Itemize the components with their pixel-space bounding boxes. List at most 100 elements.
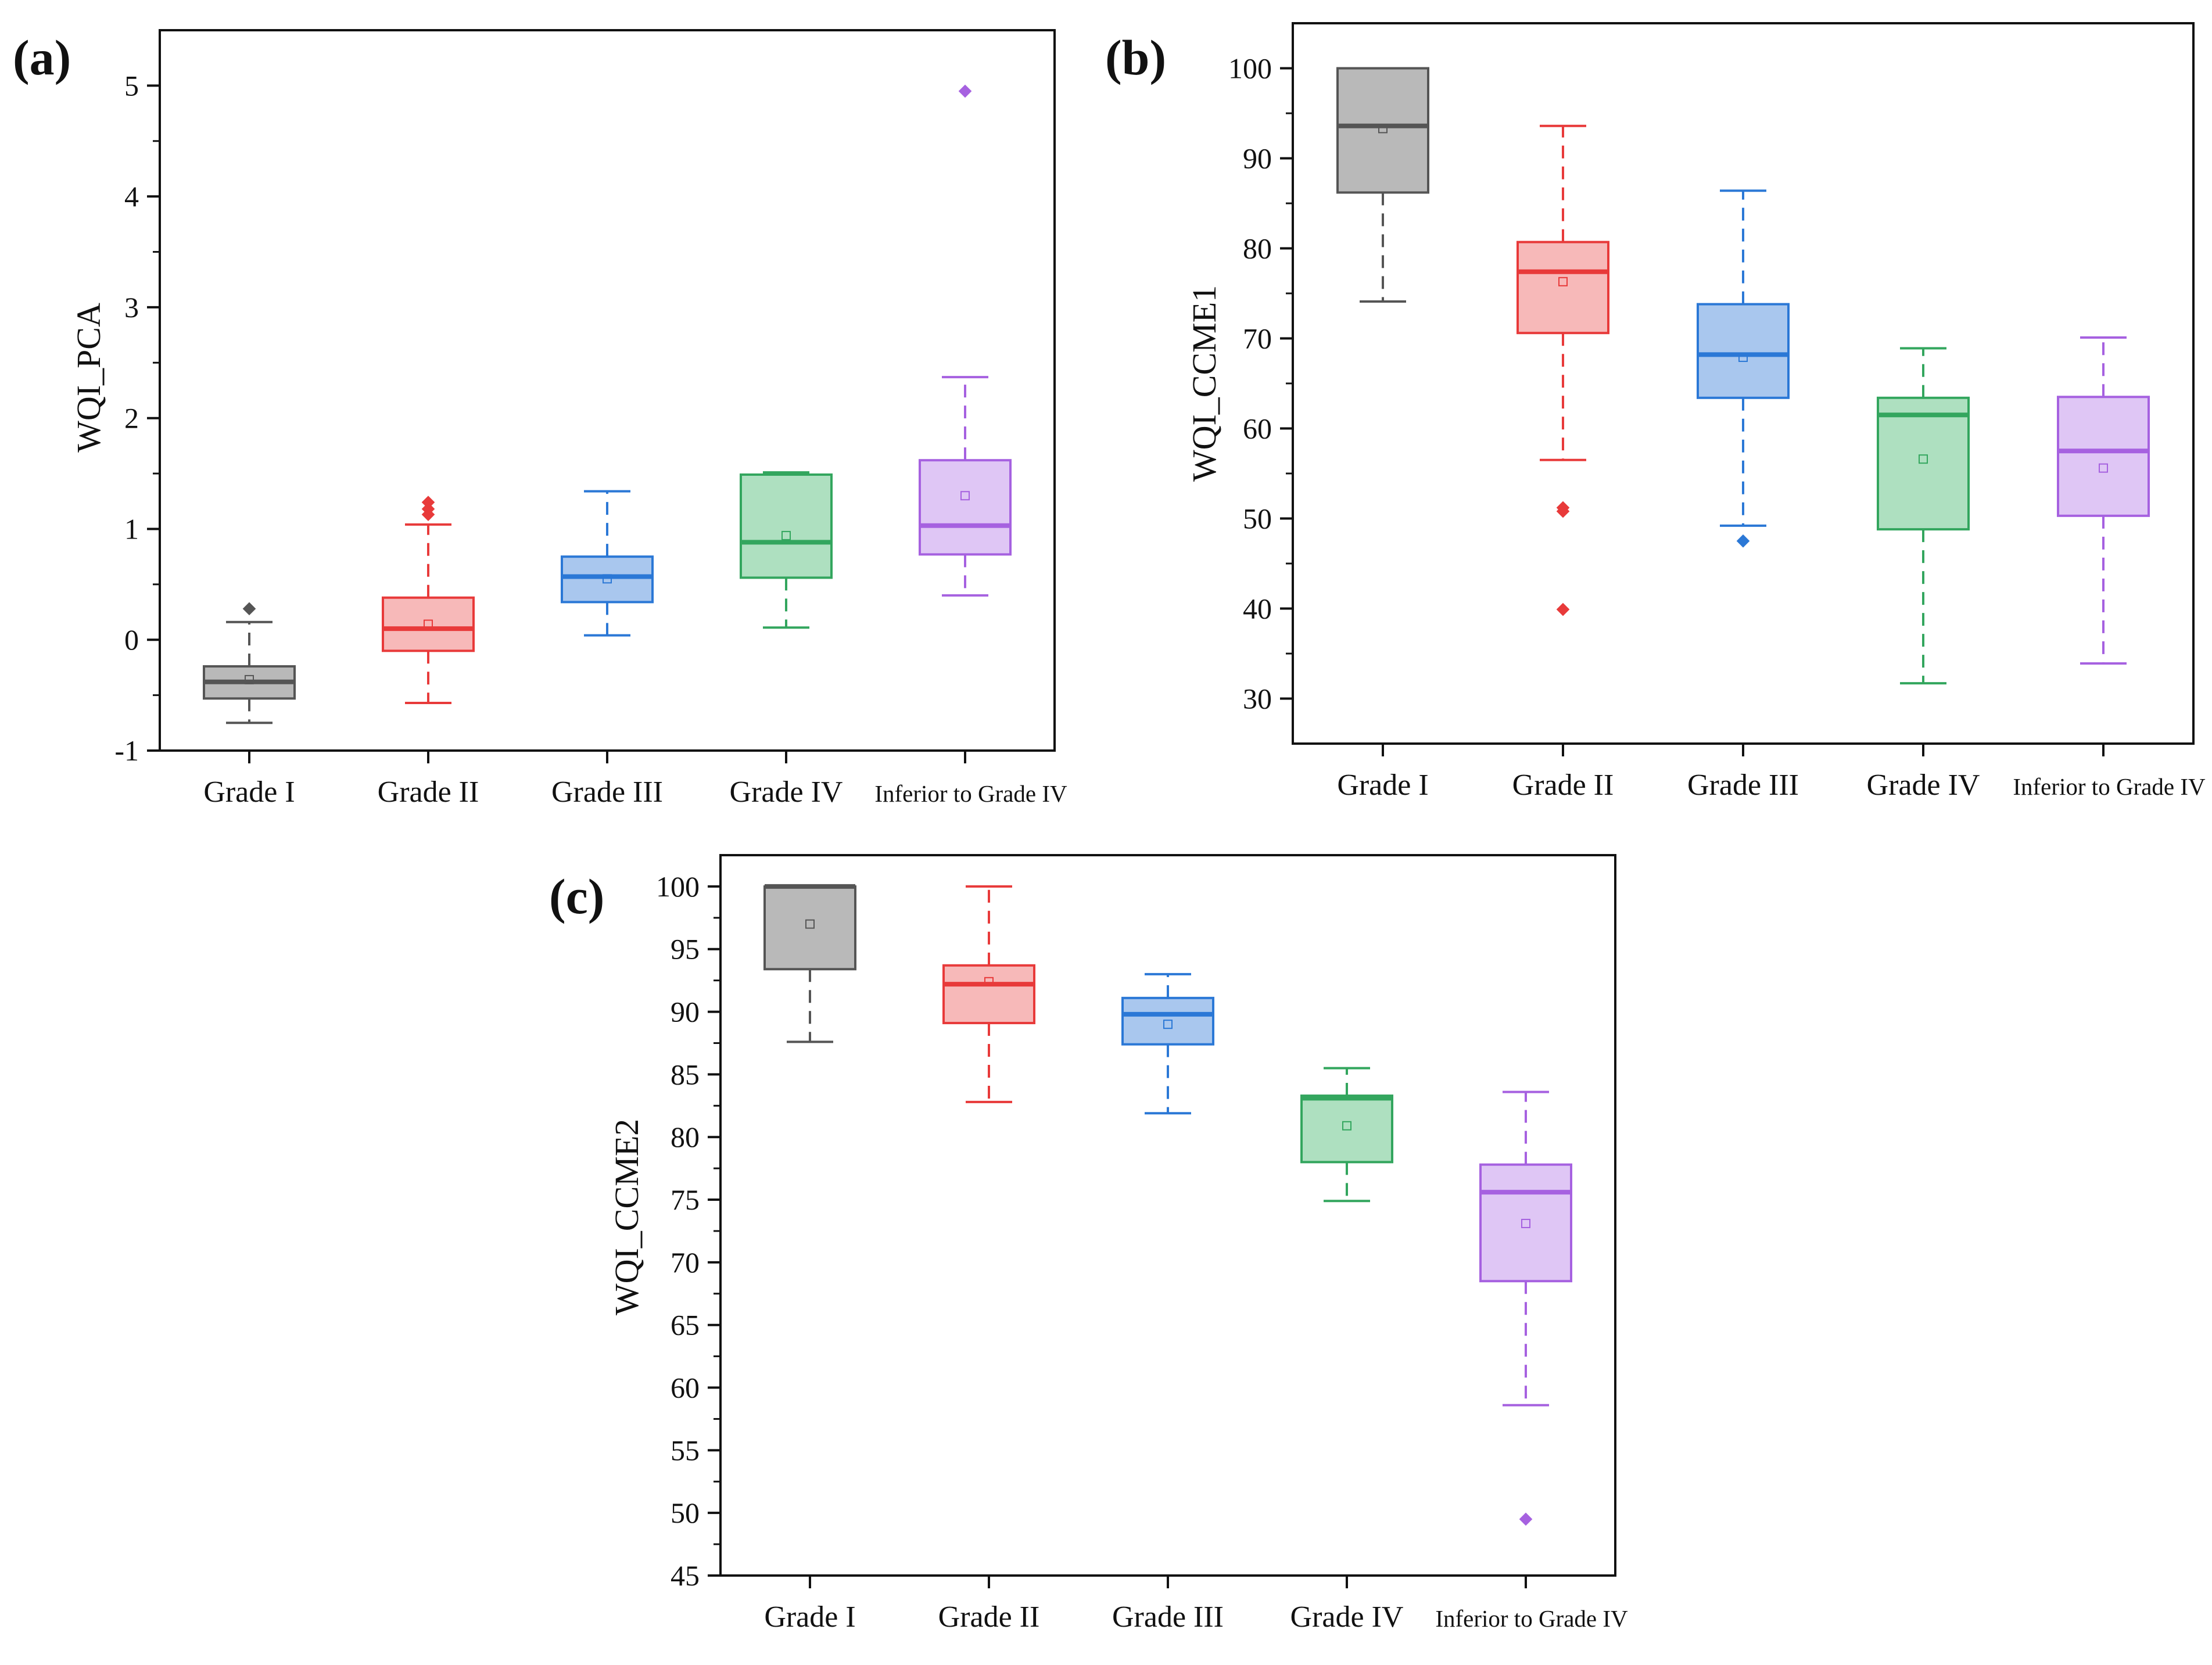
iqr-box: [1479, 1163, 1572, 1283]
mean-marker: [245, 674, 254, 684]
panel-b-y-tick-label: 70: [1243, 322, 1272, 355]
panel-b-box-grade-iii: [1697, 189, 1790, 548]
panel-a-x-tick-label-grade-i: Grade I: [203, 776, 295, 809]
panel-a-x-tick-label-grade-iii: Grade III: [551, 776, 663, 809]
mean-marker: [2099, 463, 2108, 473]
iqr-box: [1300, 1095, 1393, 1164]
panel-a-y-tick-label: 3: [124, 291, 139, 324]
panel-c-label: (c): [549, 869, 604, 924]
panel-b-y-tick-label: 30: [1243, 683, 1272, 715]
panel-b: (b) WQI_CCME1 30 40 50 60 70 80 90 100 Grade I Gr…: [1105, 22, 2206, 802]
panel-c-box-grade-iii: [1121, 973, 1214, 1115]
panel-b-x-tick-label-grade-i: Grade I: [1337, 769, 1428, 802]
mean-marker: [984, 977, 994, 986]
panel-c-x-tick-label-inferior-to-grade-iv: Inferior to Grade IV: [1435, 1605, 1628, 1632]
panel-b-y-tick-label: 100: [1228, 52, 1272, 85]
panel-c-x-tick-label-grade-iii: Grade III: [1112, 1601, 1224, 1634]
panel-a-box-grade-ii: [382, 496, 475, 704]
outlier-point: [242, 602, 256, 616]
panel-b-box-grade-ii: [1517, 124, 1609, 616]
panel-a-y-axis-label: WQI_PCA: [70, 303, 107, 453]
iqr-box: [740, 473, 833, 579]
panel-b-y-tick-label: 90: [1243, 142, 1272, 175]
panel-c-y-tick-label: 85: [671, 1058, 700, 1090]
panel-c-y-tick-label: 45: [671, 1559, 700, 1592]
mean-marker: [781, 530, 791, 540]
mean-marker: [1378, 124, 1388, 134]
iqr-box: [1121, 996, 1214, 1046]
iqr-box: [382, 596, 475, 652]
outlier-point: [421, 502, 435, 516]
panel-b-box-grade-i: [1336, 67, 1429, 303]
iqr-box: [919, 459, 1012, 556]
panel-b-x-tick-label-grade-iv: Grade IV: [1867, 769, 1980, 802]
panel-c-box-grade-iv: [1300, 1067, 1393, 1203]
panel-a-x-tick-label-inferior-to-grade-iv: Inferior to Grade IV: [874, 780, 1067, 807]
panel-a-label: (a): [13, 30, 71, 85]
iqr-box: [1697, 303, 1790, 399]
panel-a-box-grade-iii: [561, 490, 654, 637]
iqr-box: [1517, 241, 1609, 335]
panel-a-y-tick-label: 1: [124, 512, 139, 545]
panel-a-y-tick-label: 5: [124, 69, 139, 102]
panel-a-y-tick-label: -1: [114, 734, 139, 767]
panel-b-y-tick-label: 60: [1243, 412, 1272, 445]
panel-c-box-inferior-to-grade-iv: [1479, 1090, 1572, 1526]
panel-c-y-tick-label: 100: [656, 870, 700, 903]
panel-a-y-tick-label: 0: [124, 623, 139, 656]
panel-b-y-axis-label: WQI_CCME1: [1185, 285, 1223, 482]
mean-marker: [1919, 454, 1928, 464]
panel-c-x-tick-label-grade-ii: Grade II: [938, 1601, 1040, 1634]
panel-b-label: (b): [1105, 30, 1166, 85]
panel-a-box-grade-iv: [740, 471, 833, 629]
panel-b-x-tick-label-grade-iii: Grade III: [1687, 769, 1799, 802]
panel-c-x-tick-label-grade-iv: Grade IV: [1290, 1601, 1404, 1634]
iqr-box: [2057, 396, 2150, 517]
iqr-box: [561, 555, 654, 604]
mean-marker: [960, 491, 970, 501]
panel-b-box-inferior-to-grade-iv: [2057, 336, 2150, 665]
mean-marker: [1558, 277, 1568, 286]
mean-marker: [805, 919, 815, 929]
mean-marker: [1521, 1219, 1530, 1229]
mean-marker: [1342, 1121, 1351, 1131]
panel-c-y-tick-label: 50: [671, 1497, 700, 1529]
panel-c-y-tick-label: 60: [671, 1372, 700, 1404]
panel-b-x-tick-label-inferior-to-grade-iv: Inferior to Grade IV: [2013, 773, 2206, 800]
outlier-point: [1556, 501, 1570, 515]
panel-b-x-tick-label-grade-ii: Grade II: [1512, 769, 1614, 802]
panel-c-y-tick-label: 75: [671, 1183, 700, 1216]
mean-marker: [424, 619, 433, 629]
panel-c-y-axis-label: WQI_CCME2: [608, 1119, 646, 1315]
mean-marker: [1163, 1020, 1173, 1029]
panel-a-box-grade-i: [203, 602, 296, 724]
iqr-box: [942, 964, 1035, 1024]
iqr-box: [1336, 67, 1429, 194]
panel-b-y-tick-label: 40: [1243, 593, 1272, 625]
panel-c-y-tick-label: 70: [671, 1246, 700, 1279]
panel-c-box-grade-ii: [942, 885, 1035, 1103]
outlier-point: [1556, 602, 1570, 616]
panel-a-y-tick-label: 4: [124, 180, 139, 213]
outlier-point: [421, 496, 435, 509]
panel-a-x-tick-label-grade-iv: Grade IV: [730, 776, 843, 809]
panel-c-y-tick-label: 80: [671, 1121, 700, 1153]
mean-marker: [1738, 353, 1748, 363]
panel-c-box-grade-i: [763, 884, 856, 1043]
panel-c-y-tick-label: 65: [671, 1309, 700, 1341]
panel-c: (c) WQI_CCME2 45 50 55 60 65 70 75 80 85 90 95 100 G…: [549, 854, 1628, 1634]
panel-a-y-tick-label: 2: [124, 402, 139, 435]
panel-a-x-tick-label-grade-ii: Grade II: [378, 776, 479, 809]
mean-marker: [603, 574, 612, 584]
panel-b-y-tick-label: 80: [1243, 232, 1272, 265]
panel-c-y-tick-label: 90: [671, 996, 700, 1028]
panel-c-x-tick-label-grade-i: Grade I: [764, 1601, 855, 1634]
outlier-point: [1519, 1512, 1533, 1526]
outlier-point: [1736, 534, 1750, 548]
panel-c-y-tick-label: 95: [671, 933, 700, 966]
panel-b-box-grade-iv: [1877, 347, 1970, 685]
panel-c-y-tick-label: 55: [671, 1434, 700, 1466]
panel-b-y-tick-label: 50: [1243, 503, 1272, 535]
